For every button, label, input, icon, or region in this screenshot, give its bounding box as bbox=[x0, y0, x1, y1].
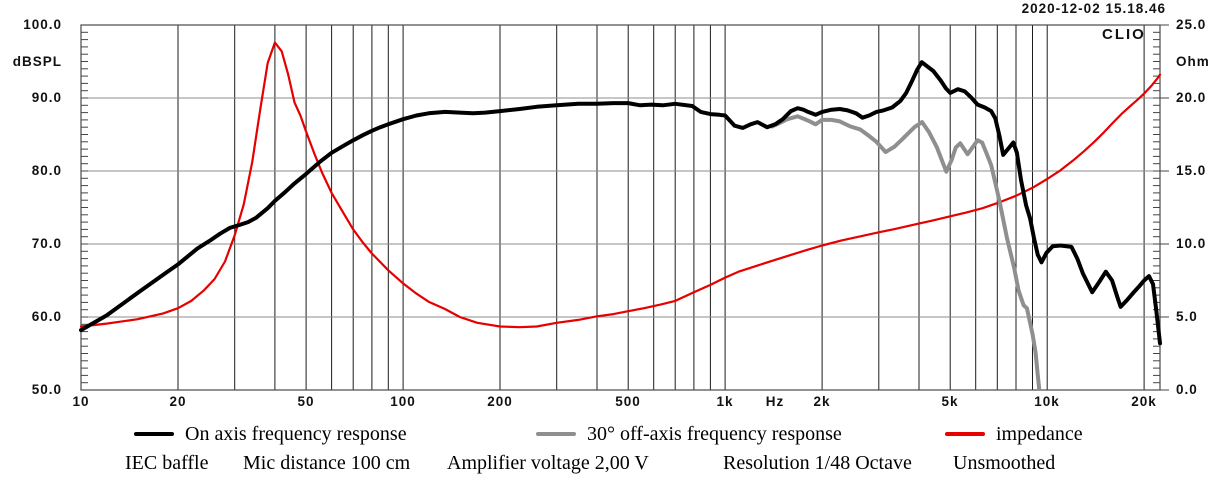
impedance-curve bbox=[79, 41, 1162, 329]
x-tick-label: 1k bbox=[716, 394, 734, 409]
left-tick-label: 70.0 bbox=[31, 236, 62, 251]
legend-line-off-axis bbox=[536, 432, 576, 436]
x-tick-label: 200 bbox=[487, 394, 513, 409]
right-tick-label: 25.0 bbox=[1176, 17, 1207, 32]
x-tick-label: 10k bbox=[1034, 394, 1060, 409]
left-tick-label: 50.0 bbox=[31, 382, 62, 397]
right-axis-title: Ohm bbox=[1176, 54, 1210, 69]
right-tick-label: 20.0 bbox=[1176, 90, 1207, 105]
legend-line-impedance bbox=[945, 432, 985, 436]
off-axis-curve bbox=[770, 114, 1042, 391]
timestamp: 2020-12-02 15.18.46 bbox=[1021, 1, 1166, 16]
x-tick-label: 20k bbox=[1131, 394, 1157, 409]
x-tick-label: 5k bbox=[941, 394, 959, 409]
x-tick-label: Hz bbox=[765, 394, 785, 409]
legend-item-off-axis: 30° off-axis frequency response bbox=[536, 423, 842, 445]
legend-label-off-axis: 30° off-axis frequency response bbox=[587, 422, 842, 445]
left-tick-label: 100.0 bbox=[23, 17, 62, 32]
x-tick-label: 50 bbox=[297, 394, 315, 409]
right-tick-label: 5.0 bbox=[1176, 309, 1198, 324]
left-tick-label: 80.0 bbox=[31, 163, 62, 178]
left-tick-label: 60.0 bbox=[31, 309, 62, 324]
legend-label-on-axis: On axis frequency response bbox=[185, 422, 407, 445]
x-tick-label: 20 bbox=[169, 394, 187, 409]
x-tick-label: 500 bbox=[615, 394, 641, 409]
x-tick-label: 10 bbox=[72, 394, 90, 409]
note-baffle: IEC baffle bbox=[125, 452, 209, 474]
chart-canvas bbox=[79, 24, 1169, 391]
clio-logo: CLIO bbox=[1102, 26, 1146, 43]
x-tick-label: 100 bbox=[390, 394, 416, 409]
note-mic-distance: Mic distance 100 cm bbox=[243, 452, 411, 474]
x-tick-label: 2k bbox=[813, 394, 831, 409]
left-axis-title: dBSPL bbox=[12, 54, 62, 69]
right-tick-label: 0.0 bbox=[1176, 382, 1198, 397]
on-axis-curve bbox=[79, 60, 1162, 346]
right-tick-label: 15.0 bbox=[1176, 163, 1207, 178]
legend-item-on-axis: On axis frequency response bbox=[134, 423, 407, 445]
left-tick-label: 90.0 bbox=[31, 90, 62, 105]
legend-line-on-axis bbox=[134, 432, 174, 436]
right-tick-label: 10.0 bbox=[1176, 236, 1207, 251]
note-resolution: Resolution 1/48 Octave bbox=[723, 452, 912, 474]
note-amplifier-voltage: Amplifier voltage 2,00 V bbox=[447, 452, 649, 474]
plot-border bbox=[80, 24, 1161, 391]
legend-item-impedance: impedance bbox=[945, 423, 1083, 445]
legend-label-impedance: impedance bbox=[996, 422, 1083, 445]
note-smoothing: Unsmoothed bbox=[953, 452, 1056, 474]
